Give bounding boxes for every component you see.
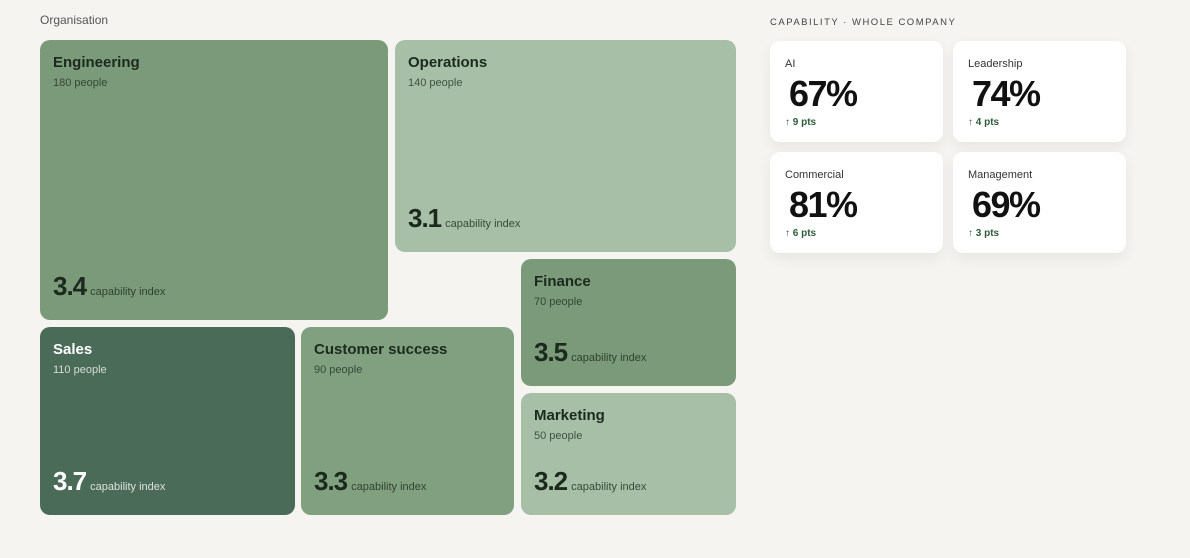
tile-index: 3.1 capability index bbox=[408, 203, 520, 234]
tile[interactable]: Sales 110 people 3.7 capability index bbox=[40, 327, 295, 515]
tile-name: Operations bbox=[408, 54, 488, 71]
tile-people: 50 people bbox=[534, 430, 583, 442]
index-label: capability index bbox=[571, 352, 647, 364]
index-label: capability index bbox=[571, 481, 647, 493]
tile[interactable]: Marketing 50 people 3.2 capability index bbox=[521, 393, 736, 515]
tile-people: 140 people bbox=[408, 77, 463, 89]
kpi-card: Commercial 81% ↑ 6 pts bbox=[770, 152, 943, 253]
card-delta: ↑ 3 pts bbox=[968, 228, 1000, 239]
tile-people: 110 people bbox=[53, 364, 107, 376]
subtitle: Organisation bbox=[40, 13, 109, 27]
card-value: 69% bbox=[972, 184, 1041, 225]
tile-name: Customer success bbox=[314, 341, 448, 358]
index-value: 3.1 bbox=[408, 203, 442, 233]
tile-people: 90 people bbox=[314, 364, 363, 376]
tile-index: 3.3 capability index bbox=[314, 466, 426, 497]
index-value: 3.4 bbox=[53, 271, 87, 301]
capability-title: CAPABILITY · WHOLE COMPANY bbox=[770, 17, 957, 28]
tile-index: 3.2 capability index bbox=[534, 466, 646, 497]
tile[interactable]: Customer success 90 people 3.3 capability i… bbox=[301, 327, 514, 515]
card-value: 74% bbox=[972, 73, 1041, 114]
card-label: AI bbox=[785, 58, 796, 70]
tile-people: 70 people bbox=[534, 296, 583, 308]
card-value: 81% bbox=[789, 184, 858, 225]
card-delta: ↑ 6 pts bbox=[785, 228, 817, 239]
index-value: 3.7 bbox=[53, 466, 87, 496]
index-label: capability index bbox=[90, 481, 166, 493]
card-label: Leadership bbox=[968, 58, 1023, 70]
tile-index: 3.4 capability index bbox=[53, 271, 165, 302]
tile[interactable]: Finance 70 people 3.5 capability index bbox=[521, 259, 736, 386]
index-value: 3.3 bbox=[314, 466, 348, 496]
index-value: 3.2 bbox=[534, 466, 568, 496]
tile-people: 180 people bbox=[53, 77, 108, 89]
card-label: Commercial bbox=[785, 169, 844, 181]
card-delta: ↑ 9 pts bbox=[785, 117, 817, 128]
index-label: capability index bbox=[90, 286, 166, 298]
index-label: capability index bbox=[445, 218, 521, 230]
card-label: Management bbox=[968, 169, 1033, 181]
tile-index: 3.7 capability index bbox=[53, 466, 165, 497]
kpi-card: AI 67% ↑ 9 pts bbox=[770, 41, 943, 142]
kpi-card: Leadership 74% ↑ 4 pts bbox=[953, 41, 1126, 142]
tile-name: Finance bbox=[534, 273, 591, 290]
tile-name: Sales bbox=[53, 341, 93, 358]
tile[interactable]: Operations 140 people 3.1 capability index bbox=[395, 40, 736, 252]
tile-name: Marketing bbox=[534, 407, 605, 424]
card-delta: ↑ 4 pts bbox=[968, 117, 1000, 128]
card-value: 67% bbox=[789, 73, 858, 114]
tile[interactable]: Engineering 180 people 3.4 capability index bbox=[40, 40, 388, 320]
tile-index: 3.5 capability index bbox=[534, 337, 646, 368]
tile-name: Engineering bbox=[53, 54, 140, 71]
index-label: capability index bbox=[351, 481, 427, 493]
index-value: 3.5 bbox=[534, 337, 568, 367]
kpi-card: Management 69% ↑ 3 pts bbox=[953, 152, 1126, 253]
